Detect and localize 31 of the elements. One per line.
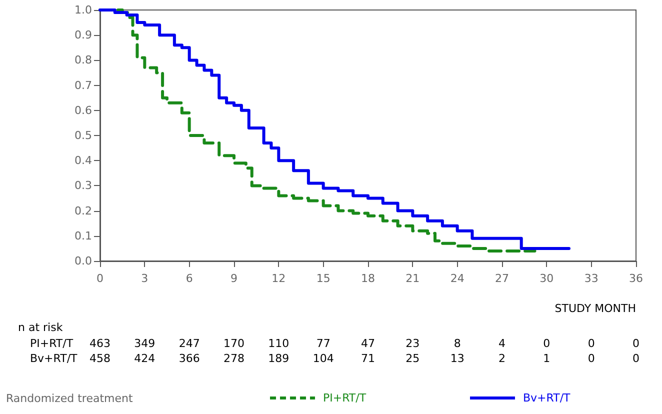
x-tick-label: 0: [96, 272, 104, 285]
y-tick-label: 0.1: [74, 229, 92, 242]
x-tick-label: 9: [230, 272, 238, 285]
text: PI+RT/T 463 349 247 170 110 77 47 23 8 4 0 0 0: [30, 337, 640, 350]
y-tick-label: 0.2: [74, 204, 92, 218]
x-tick-label: 21: [406, 272, 420, 285]
x-tick-label: 3: [141, 272, 148, 285]
y-tick-label: 0.7: [74, 78, 92, 92]
text: n at risk: [18, 321, 64, 334]
text: Bv+RT/T 458 424 366 278 189 104 71 25 13 2 1 0 0: [30, 352, 640, 365]
x-tick-label: 18: [361, 272, 375, 285]
y-tick-label: 0.8: [74, 54, 92, 67]
x-axis-title: STUDY MONTH: [554, 302, 636, 315]
y-tick-label: 0.5: [74, 129, 92, 142]
y-tick-label: 0.6: [74, 104, 92, 117]
y-tick-label: 1.0: [74, 4, 92, 16]
x-tick-label: 33: [584, 272, 598, 285]
y-tick-label: 0.9: [74, 28, 92, 42]
x-tick-label: 12: [272, 272, 286, 285]
y-tick-label: 0.3: [74, 179, 92, 192]
x-tick-label: 15: [316, 272, 330, 285]
x-tick-label: 27: [495, 272, 509, 285]
y-tick-label: 0.0: [74, 254, 92, 268]
x-tick-label: 30: [540, 272, 554, 285]
x-tick-label: 36: [629, 272, 643, 285]
x-tick-label: 6: [186, 272, 193, 285]
y-tick-label: 0.4: [74, 154, 92, 168]
legend-title: Randomized treatment: [6, 392, 134, 405]
x-tick-label: 24: [450, 272, 464, 285]
legend-label: Bv+RT/T: [523, 392, 571, 404]
legend-label: PI+RT/T: [323, 392, 366, 404]
